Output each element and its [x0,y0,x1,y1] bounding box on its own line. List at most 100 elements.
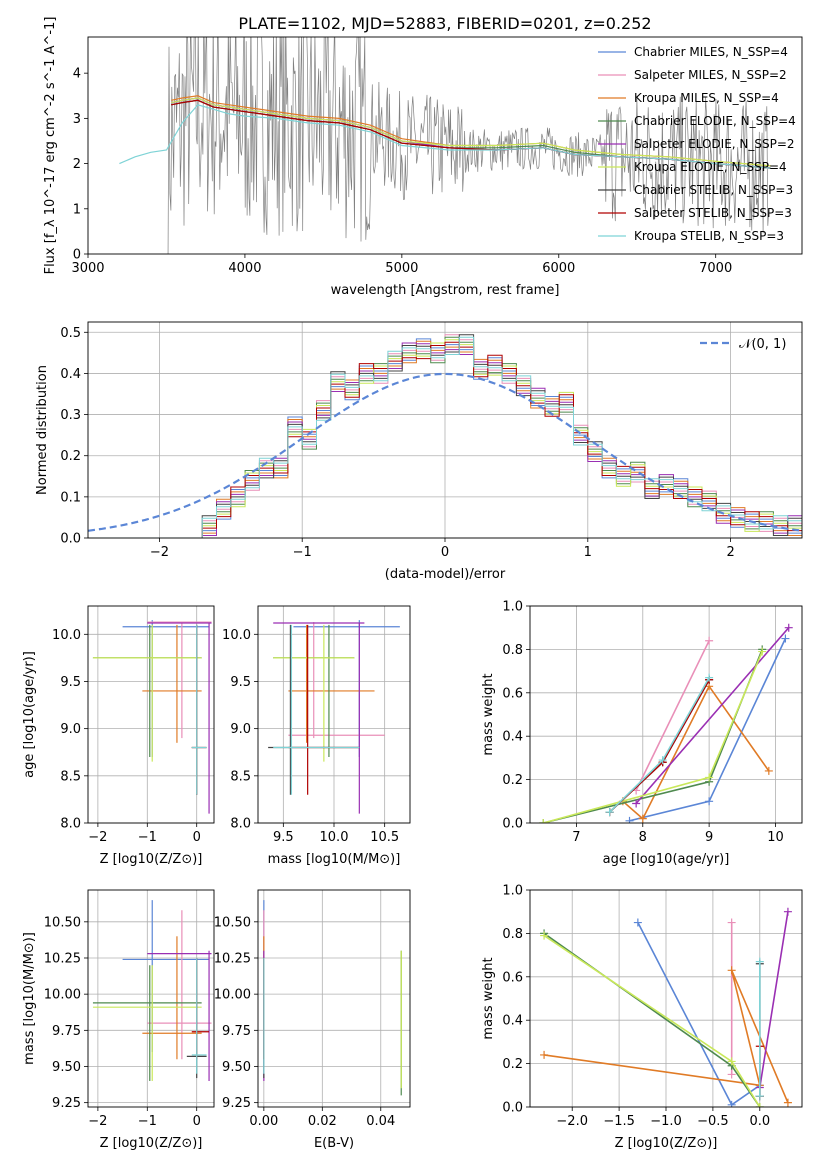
y-tick-label: 4 [73,67,81,82]
plot-area [119,37,771,254]
legend-entry: Salpeter ELODIE, N_SSP=2 [634,137,795,151]
error-bar-point [147,621,212,739]
axes-frame [257,605,411,824]
panel-age-vs-Z: −2 −1 0 8.0 8.5 9.0 9.5 10.0 Z [log10(Z/Z⊙)] age … [22,605,215,867]
x-axis-label: E(B-V) [314,1136,354,1151]
error-bar-point [273,624,360,795]
y-tick-label: 10.25 [44,951,81,966]
x-axis-label: age [log10(age/yr)] [603,852,730,867]
y-tick-label: 0 [73,248,81,263]
x-axis-label: wavelength [Angstrom, rest frame] [331,283,560,298]
mass-weight-marker [705,636,714,645]
x-tick-label: 4000 [228,261,261,276]
x-tick-label: 0.04 [366,1114,395,1129]
y-tick-label: 0.2 [60,449,81,464]
x-axis-label: Z [log10(Z/Z⊙)] [100,1136,203,1151]
y-tick-label: 0.4 [502,730,523,745]
plot-area [268,620,400,814]
model-spectrum [171,97,771,167]
mass-weight-line [635,627,790,805]
mass-weight-marker [781,634,790,643]
legend-entry: Salpeter MILES, N_SSP=2 [634,68,787,82]
panel-mass-weight-vs-Z: −2.0 −1.5 −1.0 −0.5 0.0 0.0 0.2 0.4 0.6 0.8 1.0 Z [… [481,884,803,1151]
mass-weight-line [609,677,710,813]
mass-weight-marker [755,1103,764,1107]
mass-weight-marker [540,1050,549,1059]
plot-area [92,620,212,814]
error-bar-point [122,620,210,757]
x-tick-label: −1 [138,830,157,845]
error-bar-point [191,624,207,795]
y-tick-label: 0.1 [60,490,81,505]
x-tick-label: −1 [138,1114,157,1129]
x-tick-label: −1 [293,545,312,560]
mass-weight-marker [705,797,714,806]
y-axis-label: Normed distribution [35,365,50,495]
y-axis-label: age [log10(age/yr)] [22,651,37,778]
legend-entry: Kroupa MILES, N_SSP=4 [634,91,779,105]
x-tick-label: 10.0 [320,830,349,845]
model-spectrum [119,104,771,169]
x-tick-label: 7 [572,830,580,845]
y-tick-label: 1 [73,202,81,217]
mass-weight-marker [727,966,736,975]
panel-spectrum: 3000 4000 5000 6000 7000 0 1 2 3 4 wavelength [Ang… [43,17,803,298]
mass-weight-marker [783,907,792,916]
axes-frame [87,889,215,1108]
x-tick-label: 0 [441,545,449,560]
y-tick-label: 10.00 [214,988,251,1003]
x-tick-label: 0.02 [308,1114,337,1129]
x-tick-label: 1 [584,545,592,560]
panel-mass-vs-Z: −2 −1 0 9.25 9.50 9.75 10.00 10.25 10.50 Z [log10… [22,889,215,1151]
error-bar-point [288,624,375,743]
error-bar-point [92,965,202,1081]
legend-entry: Kroupa ELODIE, N_SSP=4 [634,160,787,174]
mass-weight-marker [755,1092,764,1101]
mass-weight-marker [727,918,736,927]
plot-area [539,623,793,823]
y-tick-label: 0.0 [60,532,81,547]
y-tick-label: 9.25 [52,1096,81,1111]
y-tick-label: 9.5 [230,675,251,690]
y-tick-label: 8.5 [230,769,251,784]
x-axis-label: Z [log10(Z/Z⊙)] [615,1136,718,1151]
mass-weight-marker [658,756,667,765]
axes-frame [87,36,803,255]
mass-weight-marker [625,816,634,823]
plot-area [540,907,792,1107]
residual-histogram [88,336,802,538]
x-tick-label: 7000 [699,261,732,276]
panel-mass-vs-ebv: 0.00 0.02 0.04 9.25 9.50 9.75 10.00 10.25 10.50 E… [214,889,411,1151]
x-tick-label: 0 [193,1114,201,1129]
axes-frame [257,889,411,1108]
error-bar-point [142,624,202,743]
y-tick-label: 8.0 [60,817,81,832]
y-tick-label: 0.6 [502,686,523,701]
y-tick-label: 0.8 [502,643,523,658]
y-tick-label: 9.50 [222,1060,251,1075]
y-tick-label: 0.5 [60,326,81,341]
y-tick-label: 0.0 [502,1101,523,1116]
plot-area [88,334,802,538]
x-tick-label: 3000 [71,261,104,276]
y-axis-label: mass [log10(M/M⊙)] [22,932,37,1065]
y-tick-label: 0.0 [502,817,523,832]
legend-entry: Chabrier MILES, N_SSP=4 [634,45,788,59]
error-bar-point [92,624,202,762]
axes-frame [87,605,215,824]
legend-entry: Chabrier STELIB, N_SSP=3 [634,183,793,197]
error-bar-point [293,620,400,757]
observed-spectrum [167,37,770,254]
spectrum-legend: Chabrier MILES, N_SSP=4 Salpeter MILES, N… [598,45,796,243]
x-tick-label: 6000 [542,261,575,276]
panel-age-vs-mass: 9.5 10.0 10.5 8.0 8.5 9.0 9.5 10.0 mass [log10(M… [222,605,411,867]
x-tick-label: −2.0 [556,1114,588,1129]
y-tick-label: 10.50 [44,915,81,930]
mass-weight-marker [633,918,642,927]
y-axis-label: mass weight [481,957,496,1039]
error-bar-point [191,624,207,795]
y-tick-label: 8.5 [60,769,81,784]
y-tick-label: 10.25 [214,951,251,966]
y-tick-label: 2 [73,157,81,172]
